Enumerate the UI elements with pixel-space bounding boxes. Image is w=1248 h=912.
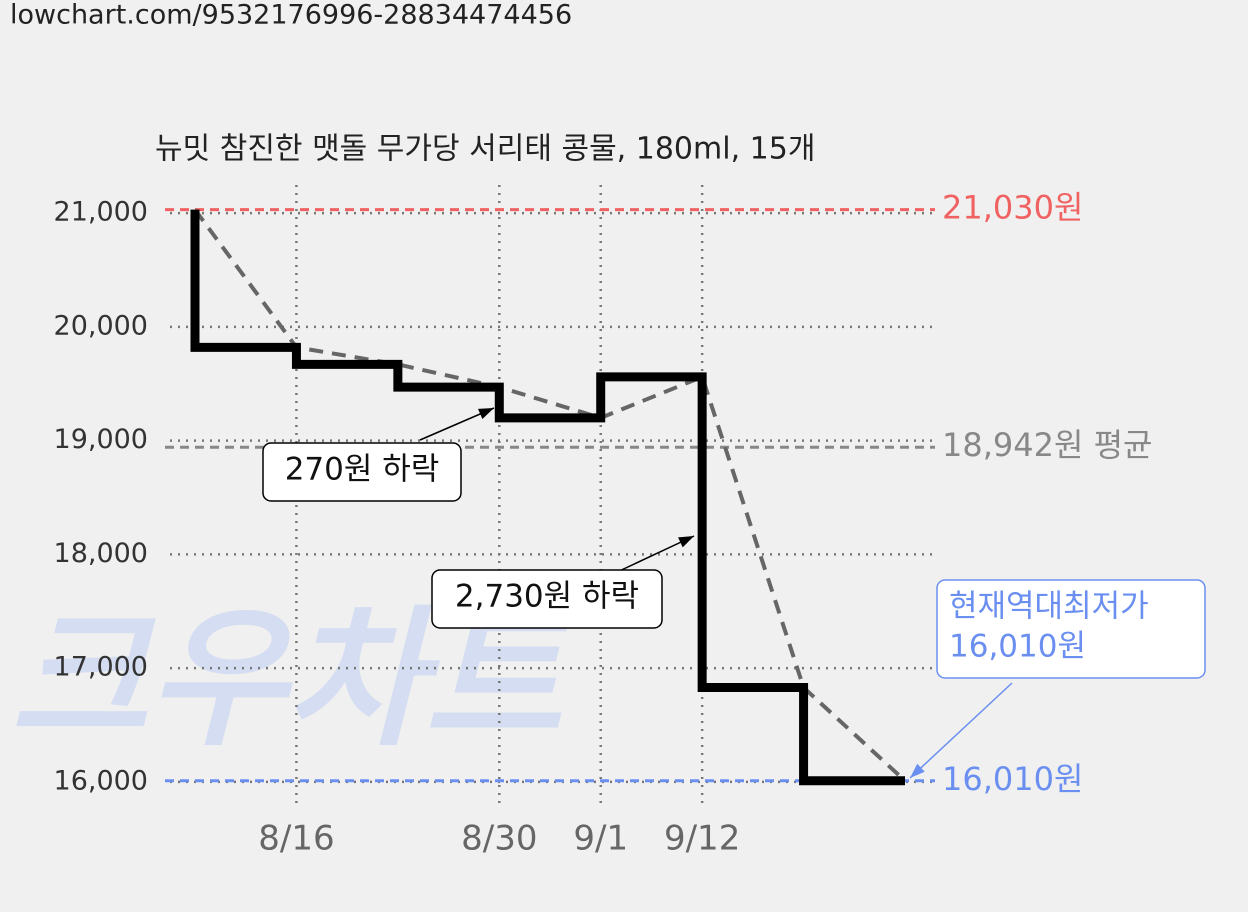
annotation-text: 16,010원 bbox=[949, 629, 1086, 665]
reference-label: 18,942원 평균 bbox=[942, 426, 1152, 464]
y-tick-label: 21,000 bbox=[54, 197, 148, 228]
annotation-box bbox=[431, 569, 663, 629]
x-tick-label: 9/12 bbox=[664, 819, 740, 859]
y-tick-label: 19,000 bbox=[54, 424, 148, 455]
reference-label: 21,030원 bbox=[942, 189, 1083, 227]
y-tick-label: 18,000 bbox=[54, 538, 148, 569]
arrow-head bbox=[678, 536, 694, 548]
x-tick-label: 9/1 bbox=[573, 819, 628, 859]
url: lowchart.com/9532176996-28834474456 bbox=[10, 0, 572, 31]
annotation-text: 2,730원 하락 bbox=[455, 579, 639, 615]
x-tick-label: 8/30 bbox=[461, 819, 537, 859]
y-tick-label: 20,000 bbox=[54, 310, 148, 341]
annotation-text: 현재역대최저가 bbox=[949, 589, 1149, 625]
y-tick-label: 17,000 bbox=[54, 652, 148, 683]
reference-label: 16,010원 bbox=[942, 760, 1083, 798]
annotation-text: 270원 하락 bbox=[285, 452, 440, 488]
annotation-box bbox=[262, 442, 462, 502]
annotation-box bbox=[936, 579, 1206, 679]
chart-title: 뉴밋 참진한 맷돌 무가당 서리태 콩물, 180ml, 15개 bbox=[155, 132, 815, 167]
annotation-arrow bbox=[909, 682, 1013, 779]
price-step-line bbox=[190, 209, 906, 786]
arrow-head bbox=[910, 763, 925, 778]
arrow-head bbox=[478, 408, 494, 420]
trend-line bbox=[193, 208, 907, 783]
x-tick-label: 8/16 bbox=[258, 819, 334, 859]
y-tick-label: 16,000 bbox=[54, 765, 148, 796]
